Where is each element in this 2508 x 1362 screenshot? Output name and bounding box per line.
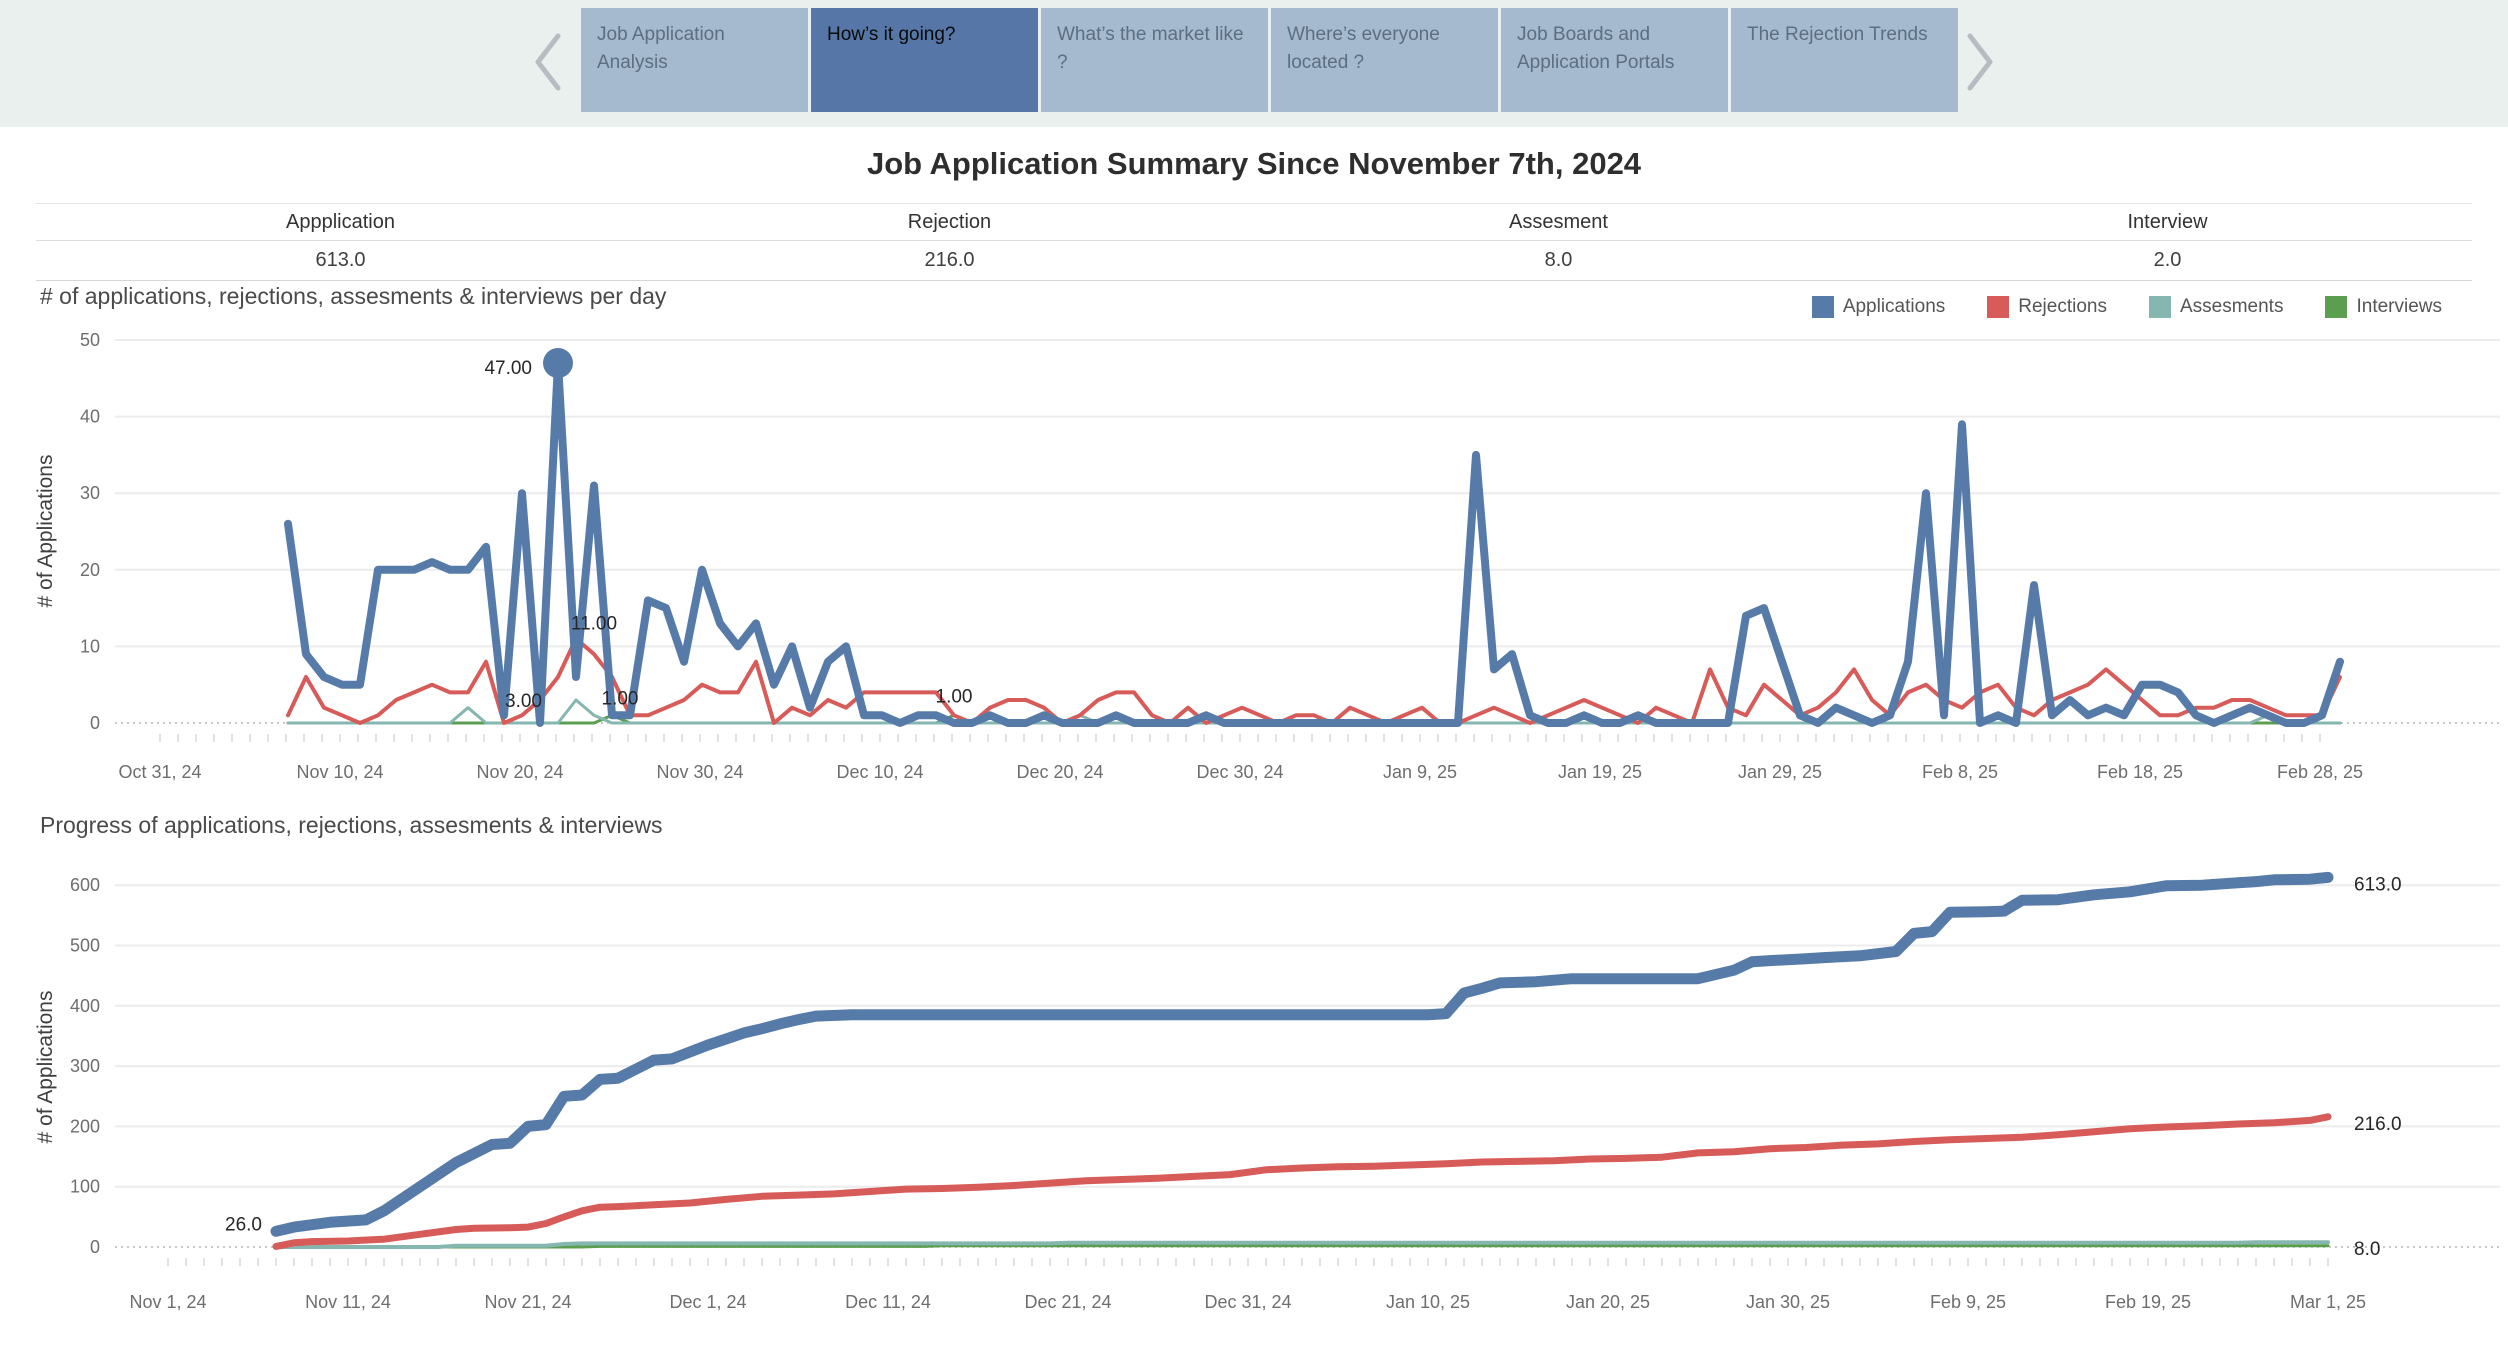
x-tick-label: Dec 30, 24 [1196, 762, 1283, 782]
legend-label: Interviews [2356, 296, 2442, 317]
rejections-line [286, 636, 2342, 725]
legend-swatch-rejections [1987, 296, 2010, 318]
legend-swatch-applications [1811, 296, 1834, 318]
y-tick-label: 0 [90, 713, 100, 733]
y-tick-label: 300 [70, 1056, 100, 1076]
legend-item-assesments: Assesments [2148, 296, 2284, 318]
x-tick-label: Nov 10, 24 [296, 762, 383, 782]
x-tick-label: Feb 28, 25 [2277, 762, 2363, 782]
chart1-legend: Applications Rejections Assesments Intervie… [1811, 296, 2442, 318]
summary-table: Appplication Rejection Assesment Interview 6… [36, 203, 2472, 281]
y-axis-label: # of Applications [34, 455, 57, 608]
tabs-scroll-right-icon[interactable] [1956, 30, 2000, 94]
chart1-title: # of applications, rejections, assesment… [40, 283, 667, 309]
summary-col-header: Interview [1863, 204, 2472, 241]
tab-where-s-everyone-located[interactable]: Where’s everyone located ? [1271, 8, 1498, 112]
tab-bar: Job Application Analysis How’s it going? W… [0, 0, 2508, 127]
x-tick-label: Jan 30, 25 [1746, 1292, 1830, 1312]
summary-col-value: 2.0 [1863, 241, 2472, 281]
summary-header-row: Appplication Rejection Assesment Interview [36, 204, 2472, 241]
x-tick-label: Dec 11, 24 [845, 1292, 931, 1312]
summary-col-value: 216.0 [645, 241, 1254, 281]
y-axis-label: # of Applications [34, 991, 57, 1144]
x-tick-label: Feb 19, 25 [2105, 1292, 2191, 1312]
peak-marker-dot [543, 347, 573, 378]
legend-item-interviews: Interviews [2325, 296, 2442, 318]
legend-label: Assesments [2179, 296, 2284, 317]
y-tick-label: 20 [80, 560, 100, 580]
x-tick-label: Dec 31, 24 [1204, 1292, 1291, 1312]
x-tick-label: Nov 20, 24 [476, 762, 563, 782]
x-tick-label: Dec 21, 24 [1024, 1292, 1111, 1312]
tab-strip: Job Application Analysis How’s it going? W… [581, 8, 1958, 112]
tab-the-rejection-trends[interactable]: The Rejection Trends [1731, 8, 1958, 112]
x-tick-label: Jan 9, 25 [1383, 762, 1457, 782]
x-tick-label: Jan 10, 25 [1386, 1292, 1470, 1312]
x-tick-label: Oct 31, 24 [118, 762, 201, 782]
x-tick-label: Feb 18, 25 [2097, 762, 2183, 782]
annotation-label: 1.00 [936, 686, 973, 707]
x-tick-label: Nov 21, 24 [484, 1292, 571, 1312]
rejections-line [272, 1113, 2332, 1250]
x-tick-label: Nov 11, 24 [305, 1292, 391, 1312]
x-tick-label: Jan 19, 25 [1558, 762, 1642, 782]
legend-swatch-assesments [2148, 296, 2171, 318]
annotation-label: 1.00 [602, 688, 639, 709]
tabs-scroll-left-icon[interactable] [528, 30, 572, 94]
chart2-plot: 0 100 200 300 400 500 600 # of Applications Nov … [34, 871, 2500, 1312]
y-tick-label: 400 [70, 996, 100, 1016]
legend-label: Applications [1842, 296, 1946, 317]
x-tick-label: Jan 29, 25 [1738, 762, 1822, 782]
y-tick-label: 100 [70, 1177, 100, 1197]
assesments-line [274, 1240, 2330, 1249]
tab-job-application-analysis[interactable]: Job Application Analysis [581, 8, 808, 112]
x-tick-label: Jan 20, 25 [1566, 1292, 1650, 1312]
x-tick-label: Feb 9, 25 [1930, 1292, 2006, 1312]
legend-item-applications: Applications [1811, 296, 1946, 318]
y-tick-label: 50 [80, 330, 100, 350]
x-tick-label: Feb 8, 25 [1922, 762, 1998, 782]
x-tick-label: Dec 20, 24 [1016, 762, 1103, 782]
y-tick-label: 40 [80, 407, 100, 427]
legend-swatch-interviews [2325, 296, 2348, 318]
tab-job-boards-and-application-portals[interactable]: Job Boards and Application Portals [1501, 8, 1728, 112]
y-tick-label: 30 [80, 483, 100, 503]
annotation-label: 26.0 [225, 1214, 262, 1235]
annotation-label: 11.00 [571, 614, 617, 635]
y-tick-label: 500 [70, 936, 100, 956]
chart1-plot: 0 10 20 30 40 50 # of Applications Oct 31, 24 No… [34, 330, 2500, 782]
annotation-label: 47.00 [484, 358, 532, 379]
x-tick-label: Mar 1, 25 [2290, 1292, 2366, 1312]
interviews-line [274, 1244, 2330, 1249]
summary-col-header: Appplication [36, 204, 645, 241]
summary-col-value: 613.0 [36, 241, 645, 281]
y-tick-label: 0 [90, 1237, 100, 1257]
applications-line [270, 871, 2334, 1237]
x-tick-label: Dec 1, 24 [669, 1292, 746, 1312]
y-tick-label: 10 [80, 636, 100, 656]
annotation-label: 216.0 [2354, 1114, 2402, 1135]
y-tick-label: 200 [70, 1116, 100, 1136]
annotation-label: 613.0 [2354, 874, 2402, 895]
x-tick-label: Dec 10, 24 [836, 762, 923, 782]
tab-how-s-it-going[interactable]: How’s it going? [811, 8, 1038, 112]
chart2-title: Progress of applications, rejections, as… [40, 812, 663, 838]
x-tick-label: Nov 1, 24 [129, 1292, 206, 1312]
summary-col-value: 8.0 [1254, 241, 1863, 281]
annotation-label: 3.00 [505, 691, 542, 712]
page-title: Job Application Summary Since November 7… [866, 146, 1642, 181]
y-tick-label: 600 [70, 875, 100, 895]
annotation-label: 8.0 [2354, 1239, 2380, 1260]
summary-value-row: 613.0 216.0 8.0 2.0 [36, 241, 2472, 281]
x-tick-label: Nov 30, 24 [656, 762, 743, 782]
summary-col-header: Assesment [1254, 204, 1863, 241]
legend-item-rejections: Rejections [1987, 296, 2107, 318]
tab-what-s-the-market-like[interactable]: What’s the market like ? [1041, 8, 1268, 112]
summary-col-header: Rejection [645, 204, 1254, 241]
applications-line [284, 359, 2344, 727]
legend-label: Rejections [2018, 296, 2107, 317]
